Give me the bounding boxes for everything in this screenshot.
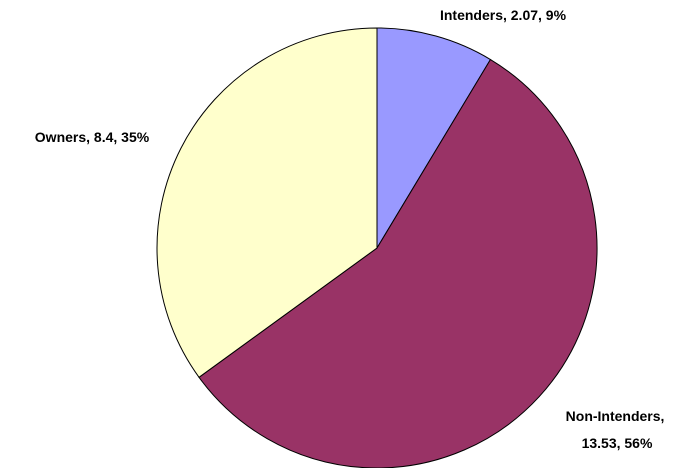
pie-slice-owners: [156, 27, 378, 379]
data-label-intenders: Intenders, 2.07, 9%: [440, 7, 567, 23]
pie-slices: [156, 27, 598, 468]
data-label-non-intenders: Non-Intenders, 13.53, 56%: [566, 408, 669, 451]
data-label-owners: Owners, 8.4, 35%: [35, 129, 150, 145]
pie-slice-non-intenders: [198, 58, 598, 468]
pie-slice-intenders: [376, 27, 492, 250]
